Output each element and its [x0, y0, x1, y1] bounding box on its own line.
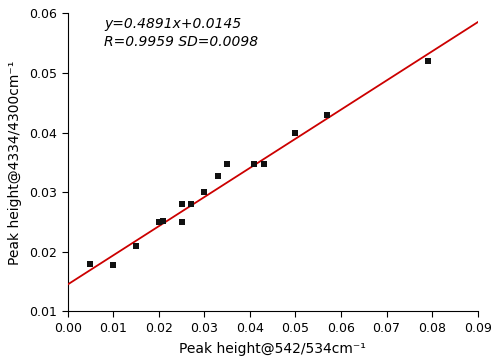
Point: [424, 58, 432, 64]
Y-axis label: Peak height@4334/4300cm⁻¹: Peak height@4334/4300cm⁻¹: [8, 60, 22, 265]
Point: [186, 201, 194, 207]
Point: [132, 243, 140, 249]
Point: [160, 218, 168, 223]
Point: [110, 262, 118, 268]
Point: [200, 189, 208, 195]
Point: [250, 161, 258, 166]
Point: [260, 161, 268, 166]
Point: [178, 219, 186, 225]
Point: [155, 219, 163, 225]
Point: [292, 130, 300, 135]
Point: [86, 261, 94, 266]
Point: [178, 201, 186, 207]
X-axis label: Peak height@542/534cm⁻¹: Peak height@542/534cm⁻¹: [180, 342, 366, 356]
Point: [200, 189, 208, 195]
Point: [214, 173, 222, 179]
Text: y=0.4891x+0.0145: y=0.4891x+0.0145: [104, 17, 242, 31]
Point: [324, 112, 332, 118]
Text: R=0.9959 SD=0.0098: R=0.9959 SD=0.0098: [104, 35, 258, 49]
Point: [110, 262, 118, 268]
Point: [223, 161, 231, 167]
